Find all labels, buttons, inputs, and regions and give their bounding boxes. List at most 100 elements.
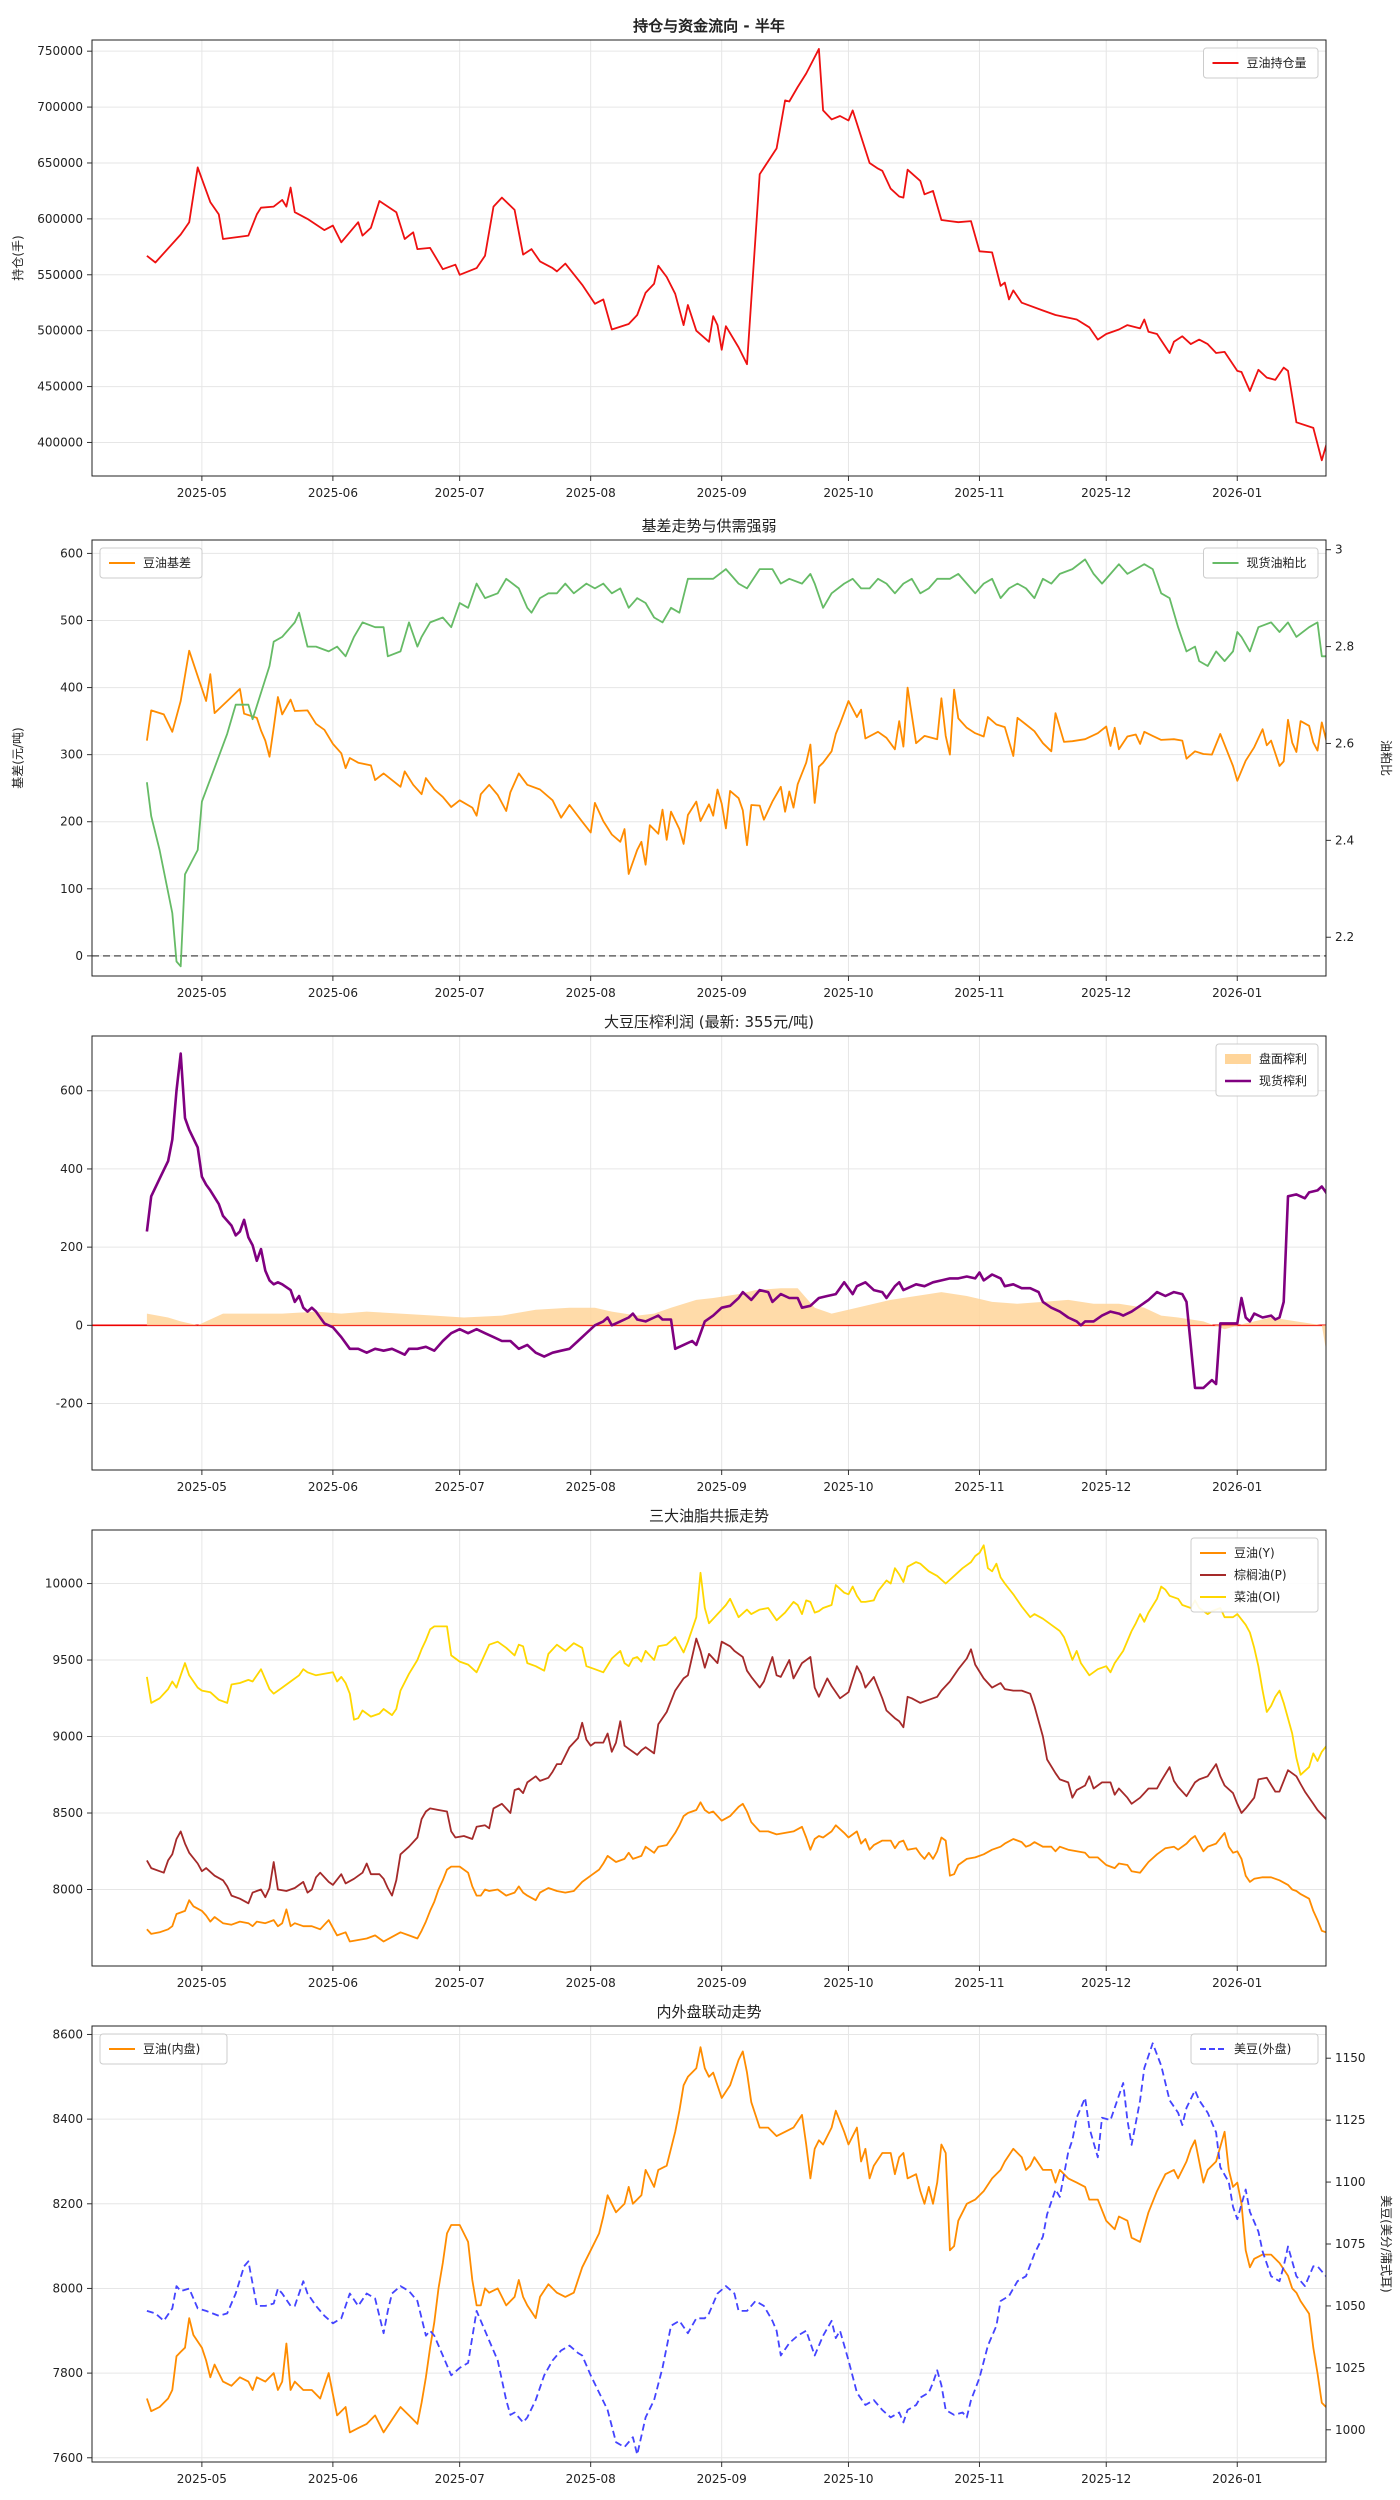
domestic-foreign-line-0	[146, 2046, 1326, 2434]
three-oils-xtick-label-5: 2025-10	[823, 1976, 873, 1990]
basis-xtick-label-3: 2025-08	[566, 986, 616, 1000]
three-oils-ytick-label-4: 10000	[45, 1577, 83, 1591]
three-oils-frame	[91, 1529, 1327, 1967]
three-oils-ytick-label-2: 9000	[52, 1730, 83, 1744]
domestic-foreign-legend-left: 豆油(内盘)	[99, 2033, 228, 2065]
crush-margin-ytick-label-1: 0	[75, 1318, 83, 1332]
basis-xtick-label-8: 2026-01	[1212, 986, 1262, 1000]
domestic-foreign-xtick-label-7: 2025-12	[1081, 2472, 1131, 2486]
crush-margin-ytick-label-3: 400	[60, 1162, 83, 1176]
open-interest-title: 持仓与资金流向 - 半年	[633, 17, 785, 35]
open-interest-frame	[91, 39, 1327, 477]
domestic-foreign-ytick-right-label-0: 1000	[1335, 2423, 1366, 2437]
crush-margin-title: 大豆压榨利润 (最新: 355元/吨)	[604, 1013, 814, 1031]
open-interest-ytick-label-4: 600000	[37, 212, 83, 226]
domestic-foreign-ylabel-right: 美豆(美分/蒲式耳)	[1379, 2195, 1393, 2292]
domestic-foreign-legend-box-left	[99, 2033, 228, 2065]
basis-ytick-right-label-0: 2.2	[1335, 930, 1354, 944]
three-oils-xtick-label-1: 2025-06	[308, 1976, 358, 1990]
domestic-foreign-xtick-label-6: 2025-11	[954, 2472, 1004, 2486]
open-interest-legend-box-right	[1203, 47, 1319, 79]
domestic-foreign-xtick-label-1: 2025-06	[308, 2472, 358, 2486]
open-interest-legend-right: 豆油持仓量	[1203, 47, 1319, 79]
three-oils-ytick-label-3: 9500	[52, 1653, 83, 1667]
basis-ytick-label-2: 200	[60, 815, 83, 829]
open-interest-xtick-label-8: 2026-01	[1212, 486, 1262, 500]
domestic-foreign-frame	[91, 2025, 1327, 2463]
crush-margin-plot-area	[145, 1052, 1326, 1390]
basis-xtick-label-1: 2025-06	[308, 986, 358, 1000]
basis-xtick-label-7: 2025-12	[1081, 986, 1131, 1000]
three-oils-line-0	[146, 1801, 1326, 1943]
domestic-foreign-legend-right: 美豆(外盘)	[1190, 2033, 1319, 2065]
open-interest-xtick-label-4: 2025-09	[697, 486, 747, 500]
crush-margin-legend-label-0: 盘面榨利	[1259, 1051, 1307, 1066]
basis-ytick-label-0: 0	[75, 949, 83, 963]
panel-three-oils: 三大油脂共振走势 2025-05 2025-06 2025-07 2025-08 2025…	[45, 1507, 1327, 1990]
crush-margin-xtick-label-7: 2025-12	[1081, 1480, 1131, 1494]
open-interest-plot-area	[146, 48, 1326, 462]
domestic-foreign-line-1	[146, 2042, 1326, 2456]
domestic-foreign-ytick-label-4: 8400	[52, 2112, 83, 2126]
crush-margin-xtick-label-0: 2025-05	[177, 1480, 227, 1494]
crush-margin-frame	[91, 1035, 1327, 1471]
domestic-foreign-ytick-label-5: 8600	[52, 2027, 83, 2041]
basis-title: 基差走势与供需强弱	[641, 517, 776, 535]
domestic-foreign-ytick-right-label-4: 1100	[1335, 2175, 1366, 2189]
basis-xtick-label-2: 2025-07	[435, 986, 485, 1000]
three-oils-xtick-label-4: 2025-09	[697, 1976, 747, 1990]
three-oils-xtick-label-2: 2025-07	[435, 1976, 485, 1990]
crush-margin-legend-swatch-0	[1225, 1054, 1251, 1064]
three-oils-legend-label-0: 豆油(Y)	[1234, 1546, 1275, 1560]
domestic-foreign-xtick-label-4: 2025-09	[697, 2472, 747, 2486]
basis-ytick-right-label-1: 2.4	[1335, 833, 1354, 847]
domestic-foreign-ytick-right-label-3: 1075	[1335, 2237, 1366, 2251]
three-oils-legend-label-1: 棕榈油(P)	[1234, 1567, 1287, 1582]
basis-legend-box-left	[99, 547, 203, 579]
basis-ylabel: 基差(元/吨)	[11, 727, 25, 788]
open-interest-xtick-label-1: 2025-06	[308, 486, 358, 500]
crush-margin-xtick-label-8: 2026-01	[1212, 1480, 1262, 1494]
basis-ytick-label-3: 300	[60, 748, 83, 762]
domestic-foreign-legend-label-1: 美豆(外盘)	[1234, 2041, 1291, 2056]
basis-ytick-label-5: 500	[60, 613, 83, 627]
basis-xtick-label-5: 2025-10	[823, 986, 873, 1000]
domestic-foreign-ytick-label-3: 8200	[52, 2197, 83, 2211]
domestic-foreign-xtick-label-8: 2026-01	[1212, 2472, 1262, 2486]
three-oils-xtick-label-3: 2025-08	[566, 1976, 616, 1990]
domestic-foreign-ytick-right-label-2: 1050	[1335, 2299, 1366, 2313]
domestic-foreign-ytick-label-1: 7800	[52, 2366, 83, 2380]
crush-margin-ytick-label-2: 200	[60, 1240, 83, 1254]
domestic-foreign-xtick-label-0: 2025-05	[177, 2472, 227, 2486]
domestic-foreign-ytick-right-label-6: 1150	[1335, 2051, 1366, 2065]
three-oils-xtick-label-8: 2026-01	[1212, 1976, 1262, 1990]
open-interest-ytick-label-2: 500000	[37, 324, 83, 338]
three-oils-title: 三大油脂共振走势	[649, 1507, 769, 1525]
crush-margin-ytick-label-4: 600	[60, 1084, 83, 1098]
domestic-foreign-ytick-label-2: 8000	[52, 2281, 83, 2295]
basis-xtick-label-4: 2025-09	[697, 986, 747, 1000]
three-oils-ytick-label-1: 8500	[52, 1806, 83, 1820]
open-interest-ylabel: 持仓(手)	[10, 235, 25, 280]
domestic-foreign-ytick-label-0: 7600	[52, 2451, 83, 2465]
domestic-foreign-ytick-right-label-5: 1125	[1335, 2113, 1366, 2127]
open-interest-xtick-label-2: 2025-07	[435, 486, 485, 500]
three-oils-line-1	[146, 1637, 1326, 1905]
domestic-foreign-xtick-label-2: 2025-07	[435, 2472, 485, 2486]
three-oils-xtick-label-0: 2025-05	[177, 1976, 227, 1990]
panel-open-interest: 持仓与资金流向 - 半年 2025-05 2025-06 2025-07 2025-08…	[10, 17, 1327, 500]
open-interest-xtick-label-7: 2025-12	[1081, 486, 1131, 500]
basis-ytick-label-1: 100	[60, 882, 83, 896]
panel-crush-margin: 大豆压榨利润 (最新: 355元/吨) 2025-05 2025-06 2025-07…	[56, 1013, 1327, 1494]
open-interest-ytick-label-1: 450000	[37, 380, 83, 394]
three-oils-legend-box-right	[1190, 1537, 1319, 1613]
open-interest-xtick-label-0: 2025-05	[177, 486, 227, 500]
open-interest-ytick-label-0: 400000	[37, 435, 83, 449]
domestic-foreign-ytick-right-label-1: 1025	[1335, 2361, 1366, 2375]
open-interest-ytick-label-5: 650000	[37, 156, 83, 170]
basis-frame	[91, 539, 1327, 977]
open-interest-legend-label-0: 豆油持仓量	[1247, 55, 1307, 70]
open-interest-xtick-label-5: 2025-10	[823, 486, 873, 500]
